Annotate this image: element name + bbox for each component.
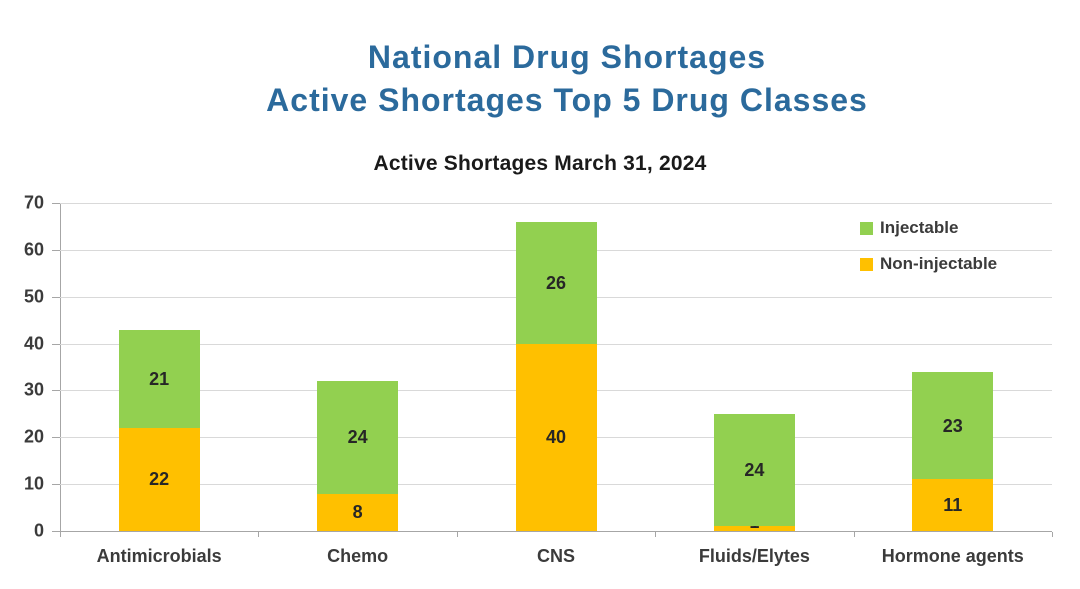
bar-segment-injectable-antimicrobials: 21	[118, 329, 200, 428]
y-axis-tick-0	[52, 531, 60, 532]
bar-value-label-injectable-fluids-elytes: 24	[744, 460, 765, 481]
y-axis-label-50: 50	[23, 286, 44, 307]
bar-segment-non-injectable-antimicrobials: 22	[118, 427, 200, 531]
x-axis-label-chemo: Chemo	[327, 546, 389, 566]
bar-segment-non-injectable-chemo: 8	[317, 493, 399, 531]
x-axis-label-antimicrobials: Antimicrobials	[96, 546, 222, 566]
bar-value-label-non-injectable-cns: 40	[545, 427, 567, 448]
bar-segment-non-injectable-fluids-elytes: 1	[713, 513, 795, 531]
legend-label-injectable: Injectable	[880, 218, 959, 237]
legend-swatch-injectable	[860, 221, 873, 235]
bar-value-label-non-injectable-chemo: 8	[352, 502, 363, 523]
x-axis-label-hormone-agents: Hormone agents	[881, 546, 1024, 566]
bar-segment-injectable-cns: 26	[515, 221, 597, 344]
bar-value-label-non-injectable-antimicrobials: 22	[149, 469, 170, 490]
x-axis-tick-1	[258, 532, 260, 537]
chart-title: Active Shortages March 31, 2024	[373, 152, 707, 175]
bar-value-label-injectable-antimicrobials: 21	[149, 368, 170, 389]
x-axis-tick-4	[853, 532, 855, 537]
y-axis-tick-70	[52, 203, 60, 204]
x-axis-tick-3	[655, 532, 657, 537]
x-axis-label-cns: CNS	[536, 546, 575, 566]
y-axis-tick-10	[52, 484, 60, 486]
y-axis-tick-50	[52, 296, 60, 298]
gridline-70	[60, 203, 1052, 204]
page-title: National Drug Shortages Active Shortages…	[54, 36, 1080, 122]
bar-segment-injectable-hormone-agents: 23	[912, 371, 994, 480]
bar-value-label-injectable-cns: 26	[545, 272, 567, 293]
legend-item-non-injectable: Non-injectable	[860, 246, 997, 282]
legend-label-non-injectable: Non-injectable	[880, 254, 998, 273]
bar-segment-non-injectable-cns: 40	[515, 343, 597, 531]
y-axis-tick-40	[52, 343, 60, 345]
y-axis-tick-60	[52, 249, 60, 251]
bar-value-label-injectable-chemo: 24	[347, 427, 368, 448]
bar-segment-injectable-fluids-elytes: 24	[713, 413, 795, 527]
x-axis-tick-5	[1052, 532, 1053, 537]
bar-segment-injectable-chemo: 24	[317, 381, 399, 494]
legend-item-injectable: Injectable	[860, 210, 997, 246]
x-axis-tick-2	[456, 532, 458, 537]
legend: Injectable Non-injectable	[860, 210, 997, 282]
x-axis-line	[52, 531, 1052, 532]
legend-swatch-non-injectable	[860, 257, 873, 271]
y-axis-label-0: 0	[33, 520, 44, 541]
y-axis-tick-20	[52, 437, 60, 439]
y-axis-tick-30	[52, 390, 60, 392]
plot-area: Injectable Non-injectable 0 10 20 30 40 50 60 7…	[24, 193, 1053, 566]
y-axis-label-10: 10	[23, 473, 44, 494]
x-axis-tick-0	[60, 532, 61, 537]
bar-value-label-injectable-hormone-agents: 23	[942, 415, 963, 436]
page-title-line1: National Drug Shortages	[367, 39, 767, 75]
y-axis-label-60: 60	[23, 239, 44, 260]
bar-segment-non-injectable-hormone-agents: 11	[912, 479, 994, 531]
x-axis-label-fluids-elytes: Fluids/Elytes	[698, 546, 810, 566]
y-axis-label-30: 30	[23, 379, 44, 400]
page-title-line2: Active Shortages Top 5 Drug Classes	[266, 82, 868, 118]
bar-value-label-non-injectable-hormone-agents: 11	[943, 495, 963, 516]
y-axis-label-40: 40	[23, 333, 44, 354]
y-axis-line	[60, 203, 61, 536]
y-axis-label-70: 70	[23, 192, 44, 213]
y-axis-label-20: 20	[23, 426, 44, 447]
